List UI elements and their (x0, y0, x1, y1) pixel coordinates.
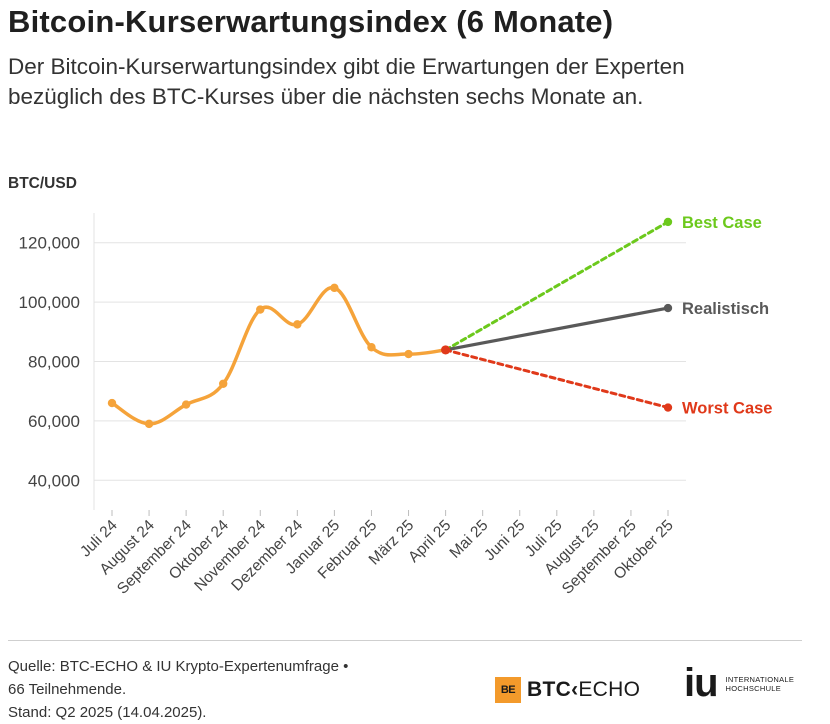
source-line-1: Quelle: BTC-ECHO & IU Krypto-Expertenumf… (8, 658, 349, 675)
btc-echo-arrow: ‹ (571, 678, 579, 701)
data-point-btc-usd (144, 419, 154, 429)
series-labels: Best Case Realistisch Worst Case (682, 214, 772, 418)
data-point-forecast-origin (441, 345, 451, 355)
btc-echo-wordmark: BTC‹ECHO (527, 678, 640, 702)
series-line-best-case (444, 220, 670, 352)
data-point-btc-usd (367, 343, 376, 352)
iu-logo-line-1: INTERNATIONALE (725, 675, 795, 684)
y-axis: 40,000 60,000 80,000 100,000 120,000 (19, 234, 80, 491)
source-line-3: Stand: Q2 2025 (14.04.2025). (8, 704, 207, 721)
chart-subtitle: Der Bitcoin-Kurserwartungsindex gibt die… (8, 54, 685, 109)
series-label-realistisch: Realistisch (682, 300, 769, 318)
y-axis-label: BTC/USD (8, 175, 77, 192)
iu-logo-mark: iu (684, 661, 719, 705)
series-line-worst-case (444, 348, 670, 410)
data-point-btc-usd (181, 400, 191, 409)
btc-echo-light: ECHO (578, 678, 641, 701)
chart-area: 40,000 60,000 80,000 100,000 120,000 Juli 24… (19, 213, 772, 598)
data-point-worst-case (663, 403, 673, 412)
footer-divider (8, 640, 802, 641)
data-point-btc-usd (256, 305, 265, 314)
y-tick-label: 100,000 (19, 293, 80, 312)
y-tick-label: 40,000 (28, 471, 80, 490)
source-note: Quelle: BTC-ECHO & IU Krypto-Expertenumf… (8, 655, 448, 724)
y-tick-label: 80,000 (28, 353, 80, 372)
y-tick-label: 120,000 (19, 234, 80, 253)
btc-echo-logo: BE BTC‹ECHO (495, 676, 640, 704)
data-point-btc-usd (404, 349, 413, 359)
data-points (107, 217, 673, 429)
btc-echo-bold: BTC (527, 678, 572, 701)
data-point-btc-usd (293, 320, 302, 329)
x-tick-label: Juni 25 (481, 517, 528, 564)
series-label-best-case: Best Case (682, 214, 762, 232)
iu-logo-line-2: HOCHSCHULE (725, 684, 782, 693)
series-lines (110, 220, 670, 426)
series-label-worst-case: Worst Case (682, 400, 772, 418)
chart-title: Bitcoin-Kurserwartungsindex (6 Monate) (8, 4, 614, 39)
data-point-best-case (663, 217, 673, 227)
iu-logo-text: INTERNATIONALE HOCHSCHULE (726, 675, 795, 693)
data-point-btc-usd (330, 283, 339, 293)
source-line-2: 66 Teilnehmende. (8, 681, 127, 698)
series-line-btc-usd (110, 286, 448, 426)
data-point-realistisch (663, 303, 673, 313)
grid-lines (93, 213, 686, 510)
btc-echo-badge: BE (495, 677, 521, 703)
data-point-btc-usd (219, 379, 228, 388)
data-point-btc-usd (107, 398, 117, 408)
series-line-realistisch (444, 306, 670, 352)
y-tick-label: 60,000 (28, 412, 80, 431)
iu-logo: iu INTERNATIONALE HOCHSCHULE (684, 663, 794, 703)
